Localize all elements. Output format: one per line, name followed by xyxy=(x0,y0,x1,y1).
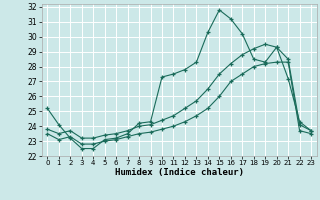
X-axis label: Humidex (Indice chaleur): Humidex (Indice chaleur) xyxy=(115,168,244,177)
